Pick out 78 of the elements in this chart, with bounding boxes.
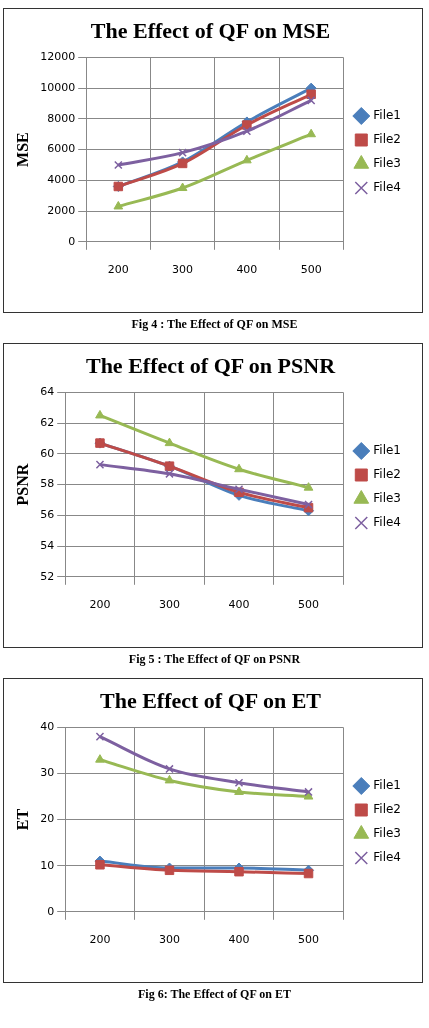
point bbox=[113, 200, 124, 210]
y-axis-title: ET bbox=[13, 808, 31, 831]
point bbox=[306, 128, 316, 138]
y-tick-label: 12000 bbox=[40, 50, 76, 64]
point bbox=[234, 866, 244, 877]
legend-label: File1 bbox=[373, 108, 401, 123]
point bbox=[234, 463, 244, 473]
point bbox=[95, 754, 105, 763]
y-axis-title: PSNR bbox=[13, 463, 31, 506]
point bbox=[164, 774, 175, 784]
point bbox=[114, 160, 123, 170]
legend-label: File2 bbox=[373, 132, 401, 147]
point bbox=[165, 469, 174, 479]
y-tick-label: 58 bbox=[40, 477, 55, 491]
y-tick-label: 64 bbox=[40, 385, 55, 399]
x-tick-label: 500 bbox=[300, 263, 322, 277]
point bbox=[95, 460, 105, 469]
legend-label: File1 bbox=[373, 778, 401, 793]
y-tick-label: 62 bbox=[40, 415, 55, 429]
y-tick-label: 8000 bbox=[47, 111, 76, 125]
y-tick-label: 0 bbox=[47, 904, 55, 918]
y-tick-label: 10 bbox=[40, 858, 55, 872]
chart-title: The Effect of QF on MSE bbox=[90, 17, 331, 43]
x-tick-label: 300 bbox=[158, 933, 180, 947]
point bbox=[306, 96, 316, 105]
point bbox=[303, 868, 314, 879]
y-axis-title: MSE bbox=[13, 132, 31, 167]
point bbox=[234, 484, 244, 494]
x-tick-label: 200 bbox=[89, 933, 111, 947]
legend-label: File4 bbox=[373, 850, 401, 865]
y-tick-label: 52 bbox=[40, 569, 55, 583]
x-tick-label: 400 bbox=[228, 933, 250, 947]
x-tick-label: 300 bbox=[158, 598, 180, 612]
point bbox=[242, 126, 252, 136]
x-tick-label: 400 bbox=[228, 598, 250, 612]
y-tick-label: 40 bbox=[40, 720, 55, 734]
point bbox=[242, 154, 252, 164]
x-tick-label: 500 bbox=[298, 598, 320, 612]
legend-label: File4 bbox=[373, 180, 401, 195]
legend-label: File1 bbox=[373, 443, 401, 458]
y-tick-label: 2000 bbox=[47, 203, 76, 217]
x-tick-label: 400 bbox=[236, 263, 258, 277]
y-tick-label: 0 bbox=[68, 234, 76, 248]
chart-title: The Effect of QF on ET bbox=[100, 687, 322, 713]
y-tick-label: 60 bbox=[40, 446, 55, 460]
x-tick-label: 500 bbox=[298, 933, 320, 947]
legend-label: File4 bbox=[373, 515, 401, 530]
x-tick-label: 300 bbox=[172, 263, 194, 277]
point bbox=[95, 732, 105, 741]
point bbox=[304, 787, 313, 797]
y-tick-label: 54 bbox=[40, 538, 55, 552]
point bbox=[165, 764, 174, 774]
y-tick-label: 30 bbox=[40, 766, 55, 780]
legend-label: File3 bbox=[373, 826, 401, 841]
point bbox=[242, 120, 252, 130]
caption: Fig 5 : The Effect of QF on PSNR bbox=[127, 651, 302, 668]
caption: Fig 6: The Effect of QF on ET bbox=[137, 986, 292, 1003]
point bbox=[304, 500, 313, 509]
point bbox=[95, 409, 105, 419]
point bbox=[95, 860, 105, 870]
caption: Fig 4 : The Effect of QF on MSE bbox=[130, 316, 299, 333]
legend-label: File2 bbox=[373, 802, 401, 817]
y-tick-label: 4000 bbox=[47, 173, 76, 187]
legend-label: File3 bbox=[373, 156, 401, 171]
y-tick-label: 6000 bbox=[47, 142, 76, 156]
legend-label: File3 bbox=[373, 491, 401, 506]
chart-title: The Effect of QF on PSNR bbox=[85, 352, 337, 378]
point bbox=[234, 786, 244, 795]
y-tick-label: 56 bbox=[40, 508, 55, 522]
y-tick-label: 20 bbox=[40, 812, 55, 826]
legend-label: File2 bbox=[373, 467, 401, 482]
point bbox=[178, 148, 187, 157]
point bbox=[303, 482, 314, 491]
x-tick-label: 200 bbox=[89, 598, 111, 612]
x-tick-label: 200 bbox=[107, 263, 129, 277]
point bbox=[164, 437, 175, 447]
point bbox=[234, 778, 244, 788]
y-tick-label: 10000 bbox=[40, 80, 76, 94]
